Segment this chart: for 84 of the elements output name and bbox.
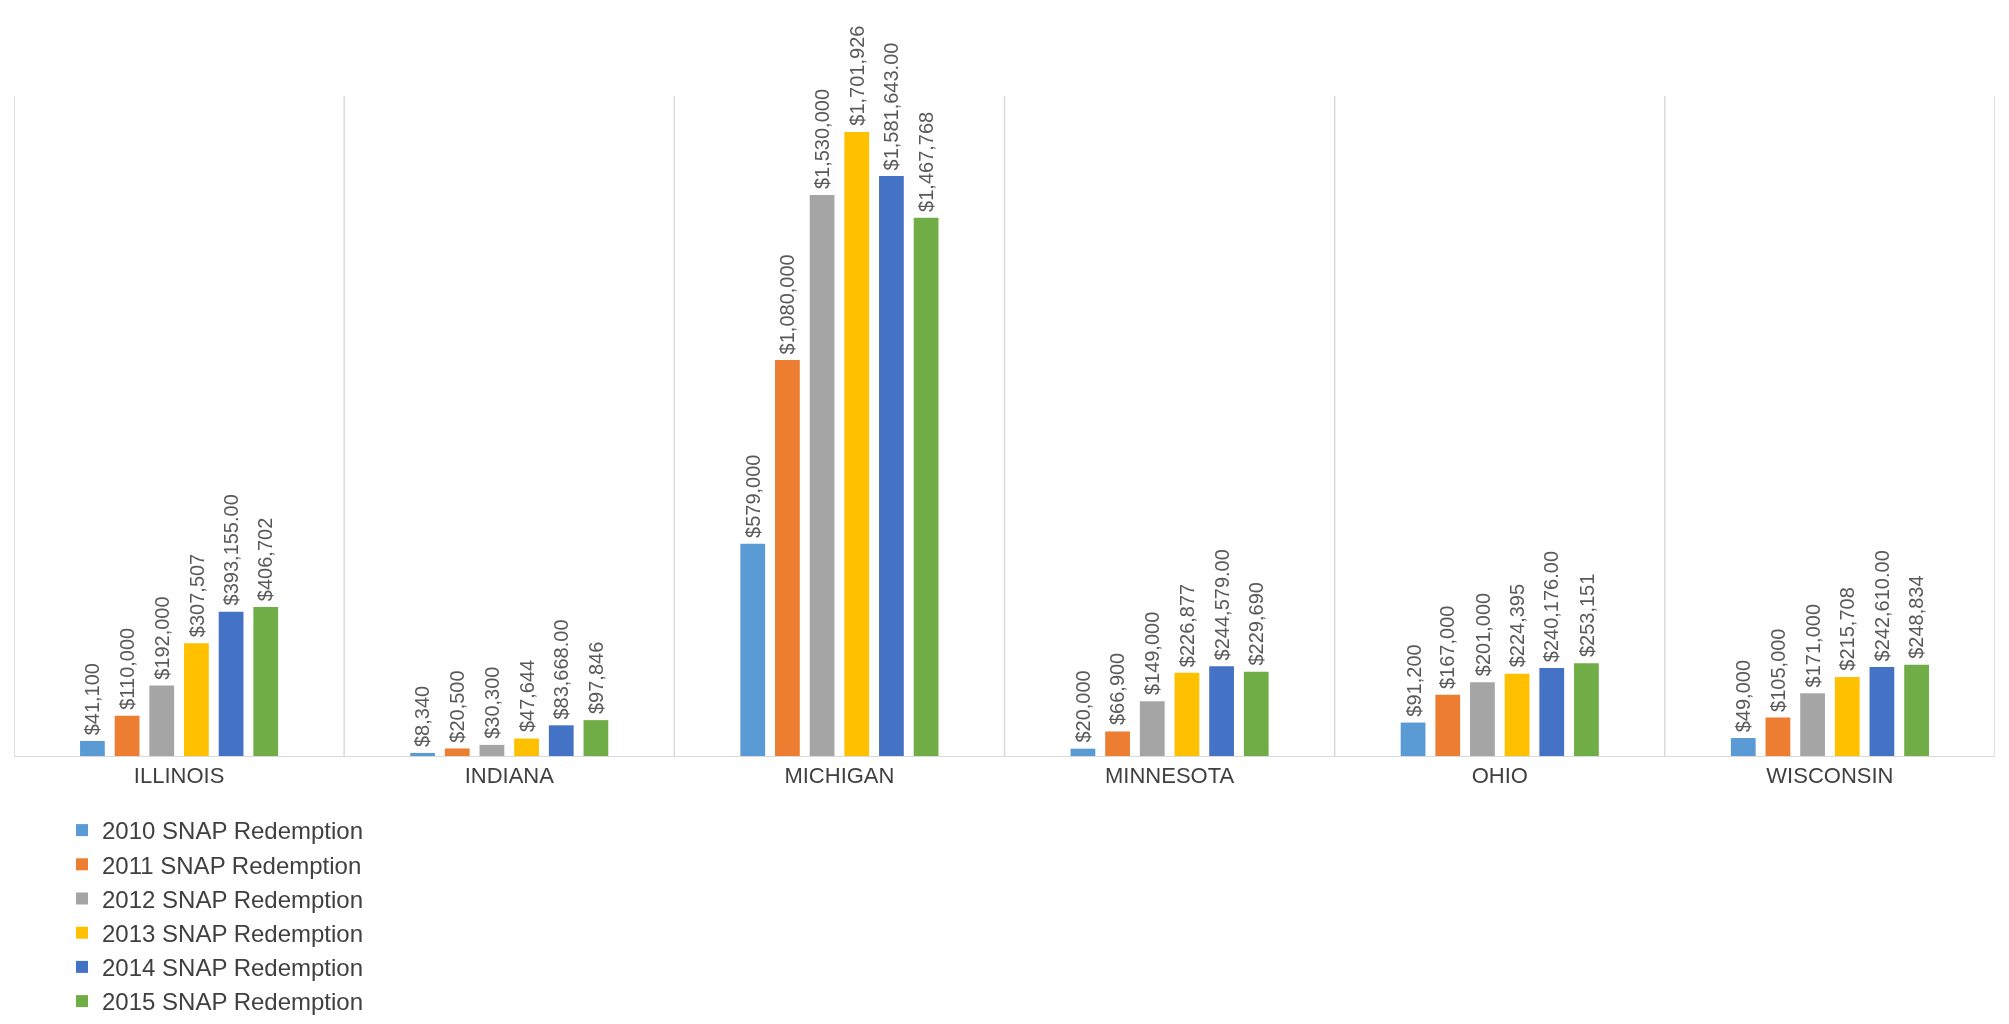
x-tick-label: MICHIGAN xyxy=(784,763,895,789)
bar xyxy=(1070,748,1096,756)
data-label: $110,000 xyxy=(116,627,139,710)
data-label: $579,000 xyxy=(741,454,764,538)
data-label: $406,702 xyxy=(254,517,277,602)
data-label: $97,846 xyxy=(584,641,607,715)
x-tick-label: MINNESOTA xyxy=(1105,763,1235,789)
legend-label: 2013 SNAP Redemption xyxy=(102,920,364,948)
bar xyxy=(809,195,835,756)
bar xyxy=(1765,717,1791,756)
data-label: $66,900 xyxy=(1106,652,1129,726)
bar xyxy=(1869,667,1895,756)
bar xyxy=(184,643,209,756)
bar xyxy=(514,738,539,756)
data-label: $91,200 xyxy=(1402,644,1425,717)
data-label: $171,000 xyxy=(1801,603,1824,688)
bar xyxy=(1539,667,1565,756)
data-label: $49,000 xyxy=(1732,659,1755,733)
data-label: $229,690 xyxy=(1244,582,1267,666)
data-label: $1,701,926 xyxy=(845,25,868,126)
data-label: $41,100 xyxy=(81,663,104,736)
bar xyxy=(1904,664,1929,756)
bar xyxy=(1209,666,1234,756)
bar xyxy=(1834,676,1860,756)
data-label: $215,708 xyxy=(1835,587,1858,671)
bar xyxy=(1243,671,1269,756)
bar xyxy=(740,543,766,756)
bar xyxy=(410,752,435,756)
bar xyxy=(1800,693,1825,756)
bar xyxy=(253,606,279,756)
bar xyxy=(1139,701,1165,756)
legend-label: 2011 SNAP Redemption xyxy=(102,851,362,879)
legend-label: 2012 SNAP Redemption xyxy=(102,885,364,913)
bar xyxy=(844,131,870,756)
bar xyxy=(1574,663,1599,756)
data-label: $242,610.00 xyxy=(1871,550,1894,662)
bar xyxy=(1504,673,1530,756)
bar xyxy=(1730,738,1756,756)
data-label: $8,340 xyxy=(411,685,434,748)
bar xyxy=(879,176,904,756)
data-label: $201,000 xyxy=(1471,592,1494,677)
data-label: $224,395 xyxy=(1505,583,1528,668)
x-tick-label: WISCONSIN xyxy=(1766,763,1894,789)
legend-label: 2015 SNAP Redemption xyxy=(102,988,364,1016)
bar xyxy=(444,748,470,756)
data-label: $393,155.00 xyxy=(219,494,242,606)
bar xyxy=(114,715,140,756)
data-label: $1,467,768 xyxy=(915,111,938,212)
bar xyxy=(1400,722,1426,756)
data-label: $1,581,643.00 xyxy=(880,42,903,171)
data-label: $253,151 xyxy=(1575,573,1598,658)
data-label: $226,877 xyxy=(1175,583,1198,668)
data-label: $20,500 xyxy=(445,670,468,743)
x-tick-label: ILLINOIS xyxy=(133,763,225,789)
bar xyxy=(149,685,175,756)
bar xyxy=(775,360,800,756)
data-label: $149,000 xyxy=(1141,611,1164,696)
data-label: $20,000 xyxy=(1072,670,1095,743)
bar xyxy=(548,725,574,756)
bar xyxy=(1105,731,1130,756)
bar xyxy=(80,740,105,756)
legend-label: 2010 SNAP Redemption xyxy=(102,817,364,845)
x-tick-label: INDIANA xyxy=(464,763,555,789)
bar xyxy=(479,744,505,756)
data-label: $47,644 xyxy=(516,659,539,733)
data-label: $167,000 xyxy=(1436,605,1459,690)
data-label: $240,176.00 xyxy=(1540,550,1563,663)
bar xyxy=(1470,682,1495,756)
data-label: $244,579.00 xyxy=(1210,549,1233,661)
bar xyxy=(1174,672,1200,756)
data-label: $83,668.00 xyxy=(549,619,572,720)
bar xyxy=(583,720,609,756)
data-label: $30,300 xyxy=(481,666,504,739)
data-label: $1,530,000 xyxy=(811,88,834,190)
bar xyxy=(913,217,939,756)
data-label: $1,080,000 xyxy=(776,254,799,355)
bar xyxy=(218,611,244,756)
legend-label: 2014 SNAP Redemption xyxy=(102,954,364,982)
data-label: $192,000 xyxy=(150,596,173,680)
bar xyxy=(1435,694,1461,756)
data-label: $307,507 xyxy=(185,553,208,638)
data-label: $248,834 xyxy=(1905,575,1928,659)
data-label: $105,000 xyxy=(1766,628,1789,712)
x-tick-label: OHIO xyxy=(1471,763,1528,789)
